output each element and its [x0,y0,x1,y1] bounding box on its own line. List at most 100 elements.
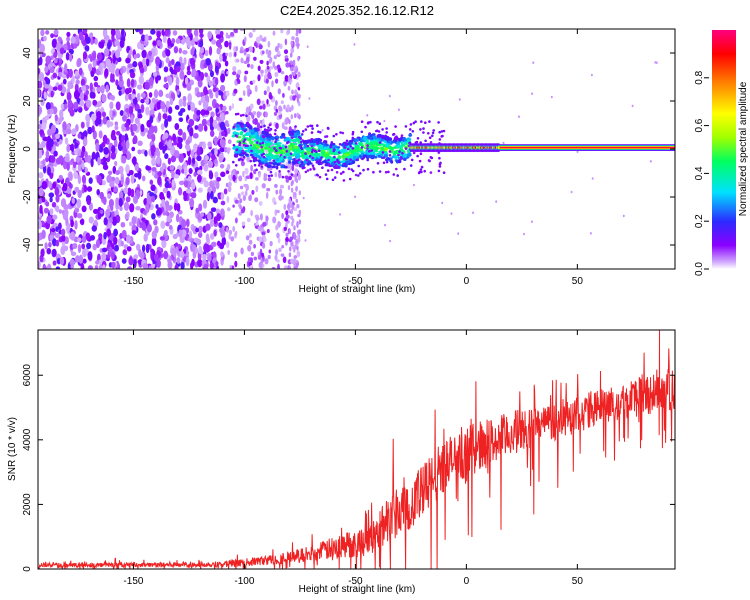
spectrogram-cell [291,36,295,41]
spectrogram-cell [369,141,373,147]
spectrogram-cell [570,190,573,194]
spectrogram-cell [269,240,273,247]
spectrogram-cell [185,256,190,267]
spectrogram-cell [80,150,85,159]
spectrogram-cell [112,54,116,64]
spectrogram-cell [208,171,214,180]
spectrogram-cell [248,239,253,245]
spectrogram-cell [267,68,271,73]
spectrogram-cell [263,128,267,131]
spectrogram-cell [272,216,277,224]
spectrogram-cell [224,60,229,67]
spectrogram-cell [43,91,48,100]
spectrogram-cell [283,265,288,269]
spectrogram-cell [151,166,157,172]
spectrogram-cell [355,138,360,142]
spectrogram-cell [361,157,364,161]
spectrogram-cell [418,159,422,163]
spectrogram-cell [125,164,130,174]
spectrogram-cell [242,194,247,202]
spectrogram-cell [47,166,51,176]
spectrogram-cell [87,126,93,135]
spectrogram-cell [219,163,225,169]
spectrogram-cell [210,207,217,213]
spectrogram-cell [41,121,47,131]
spectrogram-cell [297,141,301,144]
spectrogram-cell [125,176,130,186]
spectrogram-cell [95,239,101,249]
spectrogram-cell [38,198,42,205]
spectrogram-cell [198,245,203,255]
spectrogram-cell [55,226,59,232]
spectrogram-cell [274,71,279,78]
spectrogram-cell [295,238,298,244]
spectrogram-cell [268,128,272,132]
spectrogram-cell [149,179,154,185]
spectrogram-cell [260,153,264,157]
spectrogram-cell [263,90,267,96]
spectrogram-cell [362,168,365,172]
spectrogram-cell [68,68,73,79]
spectrogram-cell [140,123,145,133]
spectrogram-cell [60,103,65,110]
spectrogram-cell [397,159,402,164]
spectrogram-cell [245,47,249,53]
spectrogram-cell [88,177,93,184]
spectrogram-cell [78,67,83,76]
spectrogram-cell [78,254,84,264]
spectrogram-cell [127,93,133,100]
spectrogram-cell [89,82,94,92]
spectrogram-cell [257,164,261,167]
spectrogram-cell [287,85,291,91]
spectrogram-cell [275,248,279,256]
spectrogram-cell [138,248,142,258]
spectrogram-cell [366,135,371,140]
spectrogram-cell [161,198,166,206]
spectrogram-cell [377,137,382,141]
spectrogram-cell [44,84,50,89]
spectrogram-cell [232,71,237,76]
spectrogram-cell [254,85,258,93]
spectrogram-cell [308,97,311,100]
spectrogram-cell [239,185,244,190]
spectrogram-cell [106,228,112,237]
spectrogram-cell [67,222,71,232]
spectrogram-cell [400,143,406,147]
spectrogram-cell [167,37,172,47]
spectrogram-cell [98,65,103,72]
spectrogram-cell [376,120,379,124]
spectrogram-cell [257,226,262,232]
spectrogram-cell [125,139,130,150]
spectrogram-cell [151,133,156,142]
spectrogram-cell [93,75,99,82]
spectrogram-cell [290,66,294,72]
spectrogram-cell [415,140,419,144]
spectrogram-cell [52,181,57,189]
spectrogram-cell [79,100,85,107]
spectrogram-cell [292,95,296,101]
spectrogram-cell [275,165,279,170]
spectrogram-cell [70,219,74,228]
spectrogram-cell [49,66,55,74]
spectrogram-cell [306,144,310,148]
spectrogram-cell [62,78,67,85]
spectrogram-cell [161,29,165,36]
spectrogram-cell [225,182,229,188]
spectrogram-cell [214,171,219,179]
spectrogram-cell [390,160,394,164]
spectrogram-cell [341,164,346,168]
spectrogram-cell [246,146,251,151]
spectrogram-cell [185,144,191,152]
spectrogram-cell [248,46,253,53]
spectrogram-cell [115,68,121,77]
spectrogram-cell [90,71,95,78]
spectrogram-cell [242,152,245,155]
spectrogram-cell [385,127,388,130]
spectrogram-cell [283,136,286,139]
spectrogram-cell [138,75,145,85]
spectrogram-cell [101,93,107,103]
spectrogram-cell [55,239,60,247]
spectrogram-cell [384,170,388,174]
spectrogram-cell [89,235,96,241]
spectrogram-cell [114,121,118,126]
